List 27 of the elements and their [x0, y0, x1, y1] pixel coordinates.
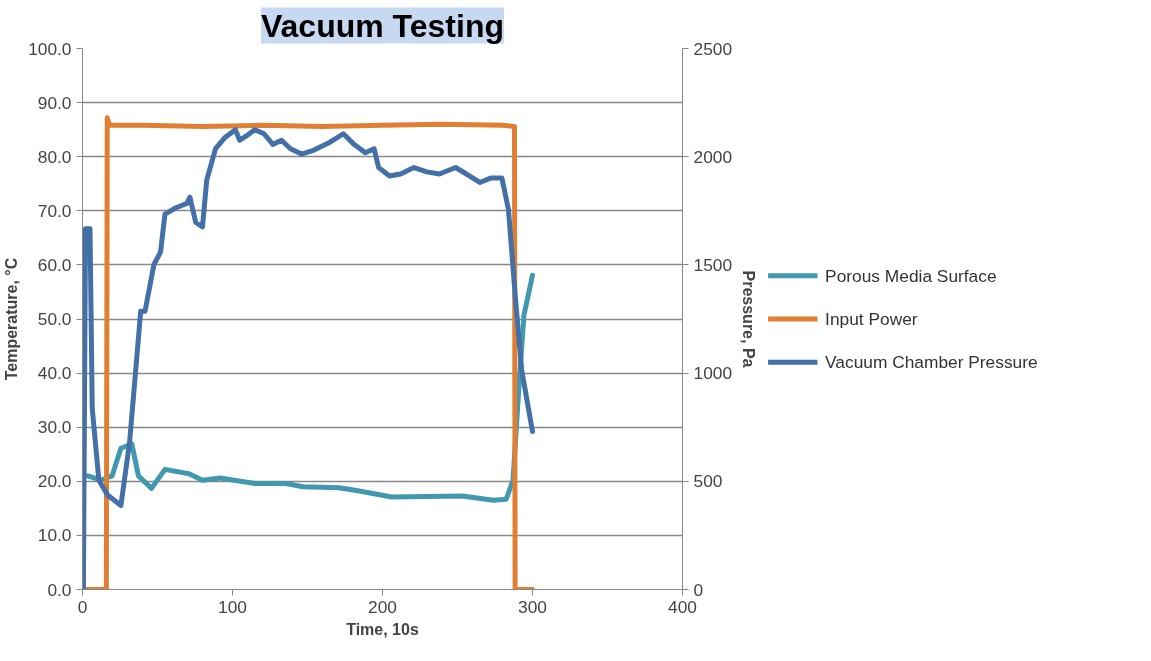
y-tick-label: 10.0	[37, 525, 72, 546]
y2-tick-label: 2000	[693, 146, 733, 167]
y2-axis-title: Pressure, Pa	[740, 270, 758, 368]
y-tick-label: 100.0	[28, 38, 72, 59]
y-tick-label: 70.0	[37, 200, 72, 221]
y-tick-label: 0.0	[47, 579, 72, 600]
y-axis-title: Temperature, °C	[3, 257, 21, 381]
y2-tick-label: 1000	[693, 363, 733, 384]
y-tick-label: 30.0	[37, 417, 72, 438]
legend-label: Input Power	[825, 309, 918, 329]
x-tick-label: 300	[518, 596, 547, 617]
y2-tick-label: 2500	[693, 38, 733, 59]
y-tick-label: 90.0	[37, 92, 72, 113]
legend-label: Vacuum Chamber Pressure	[825, 352, 1038, 373]
x-axis-title: Time, 10s	[346, 620, 419, 638]
x-tick-label: 200	[368, 596, 397, 617]
y-tick-label: 50.0	[37, 309, 72, 329]
y-tick-label: 80.0	[37, 146, 72, 167]
y-tick-label: 20.0	[37, 471, 72, 492]
y2-tick-label: 1500	[693, 254, 733, 275]
y-tick-label: 40.0	[37, 363, 72, 384]
x-tick-label: 0	[77, 596, 88, 617]
legend-label: Porous Media Surface	[825, 265, 997, 286]
x-tick-label: 100	[218, 596, 247, 617]
y2-tick-label: 500	[693, 471, 723, 492]
y-tick-label: 60.0	[37, 254, 72, 275]
chart-title: Vacuum Testing	[260, 7, 505, 44]
